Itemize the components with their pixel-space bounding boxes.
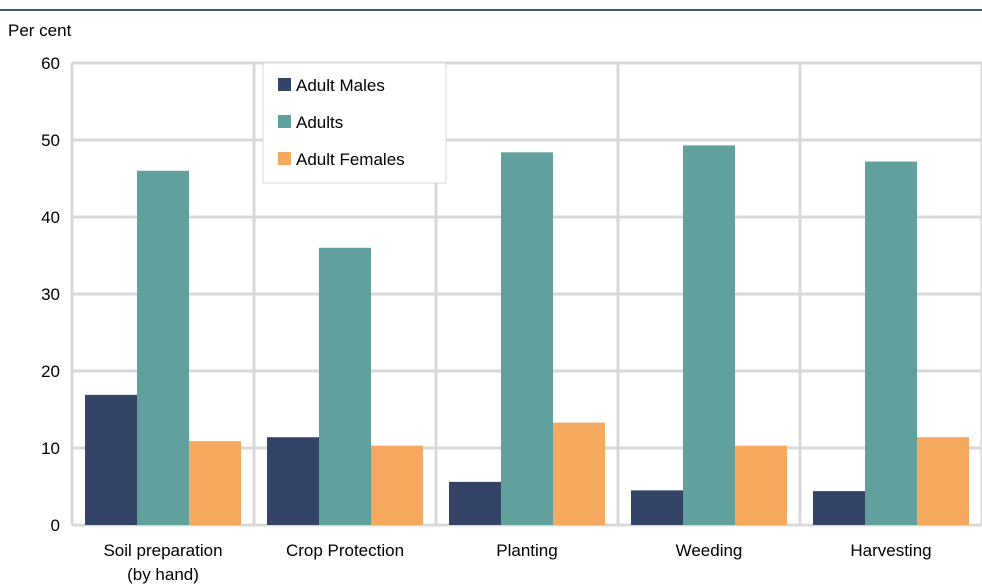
bar-adults bbox=[137, 170, 189, 526]
x-tick-label: Planting bbox=[496, 541, 557, 560]
y-tick-label: 60 bbox=[41, 54, 60, 73]
legend-label: Adult Females bbox=[296, 150, 405, 169]
bar-adults bbox=[683, 145, 735, 525]
x-tick-label: Crop Protection bbox=[286, 541, 404, 560]
y-tick-label: 20 bbox=[41, 362, 60, 381]
bar-adult-females bbox=[735, 445, 787, 525]
y-tick-label: 30 bbox=[41, 285, 60, 304]
bar-adult-males bbox=[631, 490, 683, 525]
y-axis-unit-label: Per cent bbox=[8, 21, 72, 40]
y-tick-label: 0 bbox=[51, 516, 60, 535]
legend-box bbox=[262, 62, 447, 184]
bar-adult-males bbox=[813, 491, 865, 525]
y-tick-label: 50 bbox=[41, 131, 60, 150]
x-tick-label: Soil preparation bbox=[103, 541, 222, 560]
bar-adult-females bbox=[371, 445, 423, 525]
x-tick-label: (by hand) bbox=[127, 565, 199, 584]
bar-adults bbox=[319, 247, 371, 526]
legend-label: Adult Males bbox=[296, 76, 385, 95]
legend-swatch bbox=[278, 115, 291, 128]
x-tick-label: Harvesting bbox=[850, 541, 931, 560]
bar-adult-males bbox=[85, 394, 137, 525]
bar-adult-females bbox=[189, 441, 241, 525]
bar-adult-females bbox=[917, 437, 969, 525]
bar-adults bbox=[501, 152, 553, 525]
legend-label: Adults bbox=[296, 113, 343, 132]
x-tick-label: Weeding bbox=[676, 541, 743, 560]
bar-adult-males bbox=[267, 437, 319, 525]
y-tick-label: 40 bbox=[41, 208, 60, 227]
legend-swatch bbox=[278, 78, 291, 91]
bar-adults bbox=[865, 161, 917, 525]
bar-adult-females bbox=[553, 422, 605, 525]
y-tick-label: 10 bbox=[41, 439, 60, 458]
bar-adult-males bbox=[449, 481, 501, 525]
legend-swatch bbox=[278, 152, 291, 165]
